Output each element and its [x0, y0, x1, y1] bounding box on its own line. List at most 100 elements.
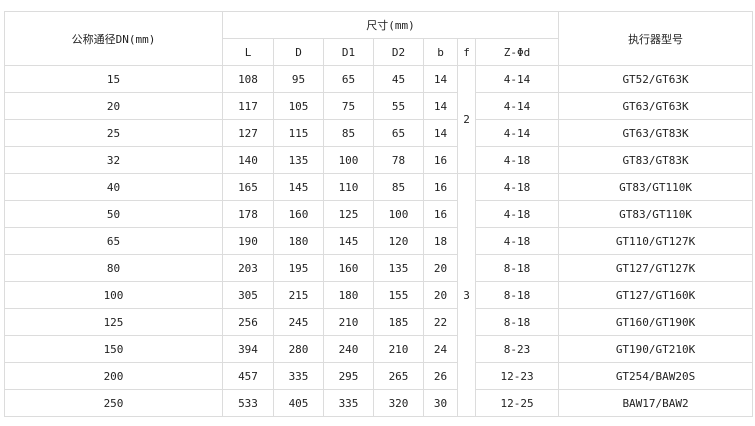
- cell-d: 145: [273, 173, 324, 201]
- cell-d2: 100: [373, 200, 424, 228]
- cell-b: 14: [423, 92, 458, 120]
- cell-dn: 125: [4, 308, 223, 336]
- cell-d2: 65: [373, 119, 424, 147]
- cell-l: 305: [222, 281, 274, 309]
- cell-d: 280: [273, 335, 324, 363]
- cell-d2: 85: [373, 173, 424, 201]
- cell-d: 195: [273, 254, 324, 282]
- cell-d2: 265: [373, 362, 424, 390]
- cell-d: 115: [273, 119, 324, 147]
- cell-actuator: GT160/GT190K: [558, 308, 754, 336]
- cell-dn: 25: [4, 119, 223, 147]
- cell-z: 4-18: [474, 146, 560, 174]
- cell-actuator: GT63/GT83K: [558, 119, 754, 147]
- table-row: 150 394 280 240 210 24 8-23 GT190/GT210K: [4, 335, 754, 363]
- header-col: D2: [373, 38, 424, 66]
- header-col: f: [457, 38, 476, 66]
- cell-actuator: GT63/GT63K: [558, 92, 754, 120]
- cell-d: 95: [273, 65, 324, 93]
- cell-z: 4-14: [474, 92, 560, 120]
- cell-b: 16: [423, 200, 458, 228]
- cell-d: 405: [273, 389, 324, 417]
- cell-d1: 335: [323, 389, 374, 417]
- cell-z: 8-18: [474, 254, 560, 282]
- table-row: 40 165 145 110 85 16 3 4-18 GT83/GT110K: [4, 173, 754, 417]
- cell-d1: 100: [323, 146, 374, 174]
- cell-z: 8-23: [474, 335, 560, 363]
- cell-actuator: GT83/GT110K: [558, 173, 754, 201]
- cell-z: 12-25: [474, 389, 560, 417]
- cell-d1: 75: [323, 92, 374, 120]
- cell-dn: 20: [4, 92, 223, 120]
- cell-d2: 120: [373, 227, 424, 255]
- header-dn: 公称通径DN(mm): [4, 11, 223, 66]
- cell-actuator: GT83/GT83K: [558, 146, 754, 174]
- table-row: 250 533 405 335 320 30 12-25 BAW17/BAW2: [4, 389, 754, 417]
- cell-dn: 40: [4, 173, 223, 201]
- cell-f: 3: [457, 173, 476, 417]
- cell-z: 12-23: [474, 362, 560, 390]
- cell-dn: 100: [4, 281, 223, 309]
- cell-actuator: GT127/GT127K: [558, 254, 754, 282]
- cell-l: 117: [222, 92, 274, 120]
- cell-actuator: GT127/GT160K: [558, 281, 754, 309]
- cell-dn: 250: [4, 389, 223, 417]
- cell-z: 4-18: [474, 227, 560, 255]
- cell-l: 108: [222, 65, 274, 93]
- cell-d1: 240: [323, 335, 374, 363]
- cell-b: 22: [423, 308, 458, 336]
- table-row: 65 190 180 145 120 18 4-18 GT110/GT127K: [4, 227, 754, 255]
- cell-b: 14: [423, 65, 458, 93]
- cell-dn: 150: [4, 335, 223, 363]
- cell-dn: 65: [4, 227, 223, 255]
- cell-d: 335: [273, 362, 324, 390]
- table-row: 80 203 195 160 135 20 8-18 GT127/GT127K: [4, 254, 754, 282]
- cell-z: 4-14: [474, 65, 560, 93]
- cell-d1: 210: [323, 308, 374, 336]
- table-row: 20 117 105 75 55 14 4-14 GT63/GT63K: [4, 92, 754, 120]
- header-col: D1: [323, 38, 374, 66]
- cell-d1: 145: [323, 227, 374, 255]
- cell-b: 20: [423, 281, 458, 309]
- cell-l: 190: [222, 227, 274, 255]
- cell-l: 457: [222, 362, 274, 390]
- cell-d: 135: [273, 146, 324, 174]
- cell-l: 533: [222, 389, 274, 417]
- cell-dn: 80: [4, 254, 223, 282]
- table-row: 32 140 135 100 78 16 4-18 GT83/GT83K: [4, 146, 754, 174]
- table-row: 125 256 245 210 185 22 8-18 GT160/GT190K: [4, 308, 754, 336]
- cell-z: 4-14: [474, 119, 560, 147]
- cell-b: 30: [423, 389, 458, 417]
- cell-d2: 78: [373, 146, 424, 174]
- cell-b: 16: [423, 146, 458, 174]
- cell-f: 2: [457, 65, 476, 174]
- cell-l: 394: [222, 335, 274, 363]
- header-col: L: [222, 38, 274, 66]
- cell-d2: 55: [373, 92, 424, 120]
- cell-d: 180: [273, 227, 324, 255]
- cell-z: 4-18: [474, 173, 560, 201]
- cell-z: 8-18: [474, 281, 560, 309]
- cell-d: 160: [273, 200, 324, 228]
- cell-actuator: GT190/GT210K: [558, 335, 754, 363]
- cell-b: 26: [423, 362, 458, 390]
- table-row: 15 108 95 65 45 14 2 4-14 GT52/GT63K: [4, 65, 754, 174]
- header-col: Z-Φd: [474, 38, 560, 66]
- cell-l: 127: [222, 119, 274, 147]
- cell-l: 256: [222, 308, 274, 336]
- cell-d1: 65: [323, 65, 374, 93]
- header-actuator: 执行器型号: [558, 11, 754, 66]
- cell-z: 8-18: [474, 308, 560, 336]
- cell-d1: 180: [323, 281, 374, 309]
- cell-dn: 32: [4, 146, 223, 174]
- cell-z: 4-18: [474, 200, 560, 228]
- cell-dn: 200: [4, 362, 223, 390]
- cell-d: 245: [273, 308, 324, 336]
- cell-d2: 320: [373, 389, 424, 417]
- valve-dimension-table: 公称通径DN(mm) 尺寸(mm) 执行器型号 L D D1 D2 b f Z-…: [4, 11, 754, 417]
- table-row: 50 178 160 125 100 16 4-18 GT83/GT110K: [4, 200, 754, 228]
- header-col: D: [273, 38, 324, 66]
- cell-l: 165: [222, 173, 274, 201]
- cell-l: 140: [222, 146, 274, 174]
- cell-d1: 295: [323, 362, 374, 390]
